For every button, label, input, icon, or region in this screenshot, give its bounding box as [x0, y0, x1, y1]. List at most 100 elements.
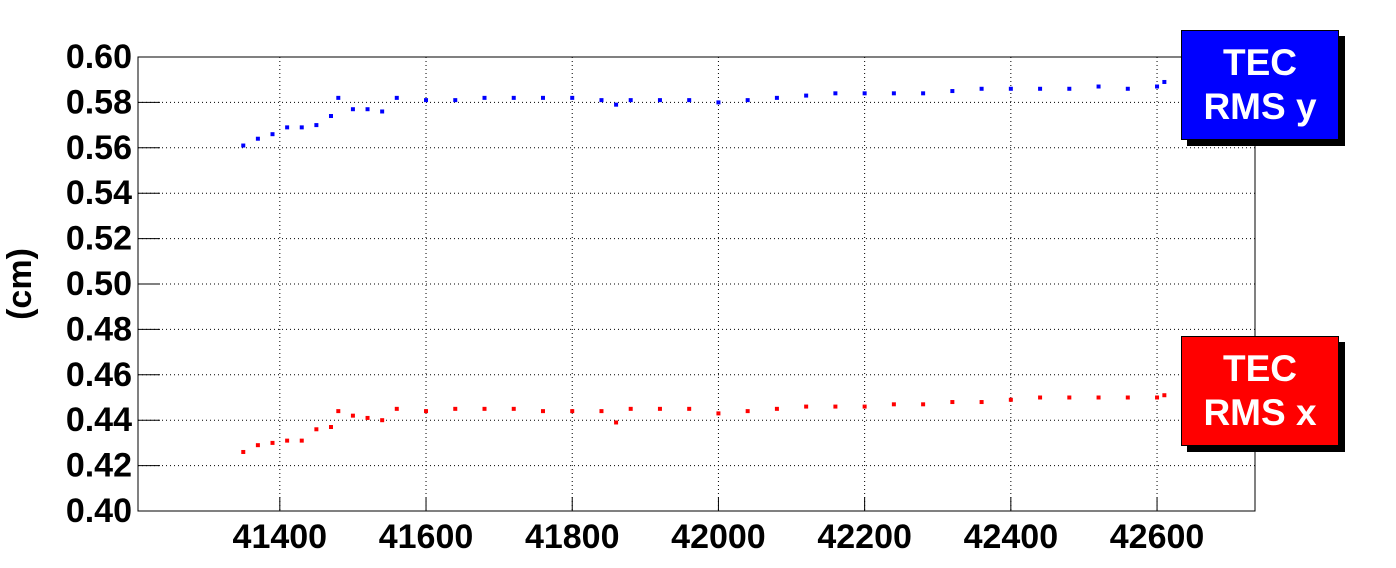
data-point — [482, 406, 487, 411]
y-tick-label: 0.48 — [66, 310, 132, 348]
data-point — [1155, 395, 1160, 400]
data-point — [350, 413, 355, 418]
data-point — [774, 95, 779, 100]
y-tick-label: 0.58 — [66, 83, 132, 121]
data-point — [1125, 395, 1130, 400]
data-point — [1008, 397, 1013, 402]
legend-entry: TEC RMS x — [1181, 336, 1339, 446]
data-point — [482, 95, 487, 100]
plot-frame — [137, 56, 1256, 512]
data-point — [921, 402, 926, 407]
y-tick-label: 0.52 — [66, 220, 132, 258]
data-point — [299, 125, 304, 130]
data-point — [950, 89, 955, 94]
data-point — [1162, 79, 1167, 84]
data-point — [270, 132, 275, 137]
data-point — [380, 109, 385, 114]
data-point — [328, 114, 333, 119]
data-point — [657, 406, 662, 411]
data-point — [453, 98, 458, 103]
data-point — [628, 406, 633, 411]
data-point — [1155, 84, 1160, 89]
x-tick-label: 42000 — [671, 518, 766, 556]
data-point — [979, 400, 984, 405]
data-point — [1038, 395, 1043, 400]
data-point — [380, 418, 385, 423]
data-point — [299, 438, 304, 443]
data-point — [365, 107, 370, 112]
data-point — [774, 406, 779, 411]
data-point — [657, 98, 662, 103]
data-point — [336, 95, 341, 100]
data-point — [255, 136, 260, 141]
y-tick-label: 0.56 — [66, 129, 132, 167]
data-point — [950, 400, 955, 405]
data-point — [862, 91, 867, 96]
data-point — [804, 404, 809, 409]
data-point — [350, 107, 355, 112]
y-tick-label: 0.40 — [66, 492, 132, 530]
data-point — [716, 411, 721, 416]
data-point — [833, 91, 838, 96]
data-point — [424, 98, 429, 103]
data-point — [1038, 86, 1043, 91]
data-point — [570, 95, 575, 100]
data-point — [570, 409, 575, 414]
data-point — [921, 91, 926, 96]
data-point — [1096, 84, 1101, 89]
data-point — [833, 404, 838, 409]
data-point — [424, 409, 429, 414]
x-tick-label: 42600 — [1110, 518, 1205, 556]
x-tick-label: 41400 — [233, 518, 328, 556]
data-point — [979, 86, 984, 91]
data-point — [804, 93, 809, 98]
data-point — [614, 102, 619, 107]
legend-entry: TEC RMS y — [1181, 30, 1339, 140]
y-tick-label: 0.60 — [66, 38, 132, 76]
y-axis-label: (cm) — [1, 248, 39, 320]
data-point — [336, 409, 341, 414]
data-point — [285, 438, 290, 443]
data-point — [365, 415, 370, 420]
data-point — [241, 143, 246, 148]
x-tick-label: 41800 — [525, 518, 620, 556]
data-point — [614, 420, 619, 425]
y-tick-label: 0.46 — [66, 356, 132, 394]
data-point — [687, 406, 692, 411]
x-tick-label: 42400 — [964, 518, 1059, 556]
data-point — [1067, 395, 1072, 400]
data-point — [687, 98, 692, 103]
data-point — [1162, 393, 1167, 398]
data-point — [511, 95, 516, 100]
data-point — [716, 100, 721, 105]
data-point — [599, 98, 604, 103]
data-point — [453, 406, 458, 411]
y-tick-label: 0.42 — [66, 447, 132, 485]
data-point — [394, 406, 399, 411]
data-point — [394, 95, 399, 100]
data-point — [314, 123, 319, 128]
data-point — [745, 409, 750, 414]
data-point — [540, 95, 545, 100]
data-point — [270, 440, 275, 445]
data-point — [314, 427, 319, 432]
data-point — [511, 406, 516, 411]
y-tick-label: 0.44 — [66, 401, 132, 439]
data-point — [891, 402, 896, 407]
x-tick-label: 41600 — [379, 518, 474, 556]
y-tick-label: 0.50 — [66, 265, 132, 303]
data-point — [1008, 86, 1013, 91]
data-point — [285, 125, 290, 130]
data-point — [328, 425, 333, 430]
data-point — [745, 98, 750, 103]
x-tick-label: 42200 — [817, 518, 912, 556]
data-point — [862, 404, 867, 409]
y-tick-label: 0.54 — [66, 174, 132, 212]
data-point — [1125, 86, 1130, 91]
data-point — [1096, 395, 1101, 400]
data-point — [599, 409, 604, 414]
data-point — [241, 449, 246, 454]
data-point — [891, 91, 896, 96]
data-point — [255, 443, 260, 448]
